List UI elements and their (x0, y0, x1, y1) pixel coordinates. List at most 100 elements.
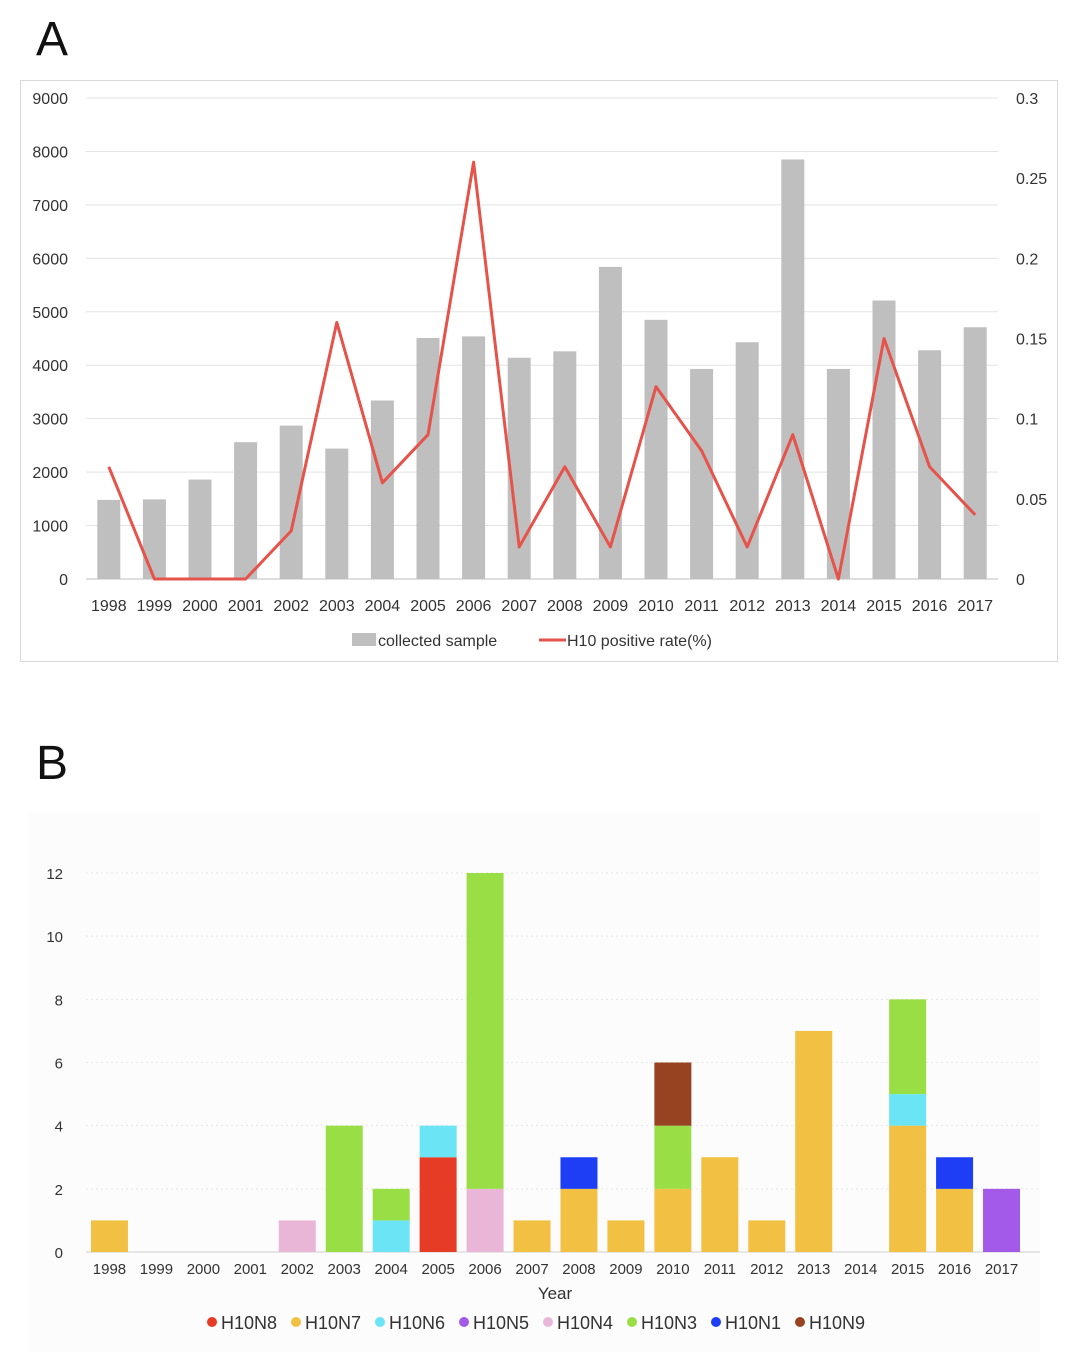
y-tick-label-b: 4 (55, 1119, 63, 1136)
legend-marker-h10n3 (627, 1317, 637, 1327)
x-axis-title-b: Year (538, 1284, 573, 1303)
x-tick-label-a: 2013 (775, 598, 811, 615)
bar-collected-sample (416, 337, 440, 579)
x-tick-label-b: 2001 (234, 1261, 267, 1278)
x-tick-label-b: 2000 (187, 1261, 220, 1278)
bar-collected-sample (781, 159, 805, 579)
bar-segment-h10n8 (419, 1157, 457, 1252)
x-tick-label-b: 2010 (656, 1261, 689, 1278)
bar-segment-h10n3 (372, 1188, 410, 1221)
bar-collected-sample (279, 425, 303, 579)
x-tick-label-a: 2009 (593, 598, 629, 615)
y2-tick-label-a: 0.3 (1016, 91, 1038, 108)
x-tick-label-b: 1998 (93, 1261, 126, 1278)
bar-collected-sample (325, 448, 349, 579)
x-tick-label-b: 2015 (891, 1261, 924, 1278)
x-tick-label-a: 1998 (91, 598, 127, 615)
line-h10-positive-rate (107, 160, 977, 581)
bar-segment-h10n4 (466, 1188, 504, 1252)
legend-marker-h10n6 (375, 1317, 385, 1327)
x-tick-label-a: 2012 (729, 598, 765, 615)
bar-segment-h10n7 (607, 1220, 645, 1252)
x-tick-label-a: 2002 (273, 598, 309, 615)
bar-collected-sample (370, 400, 394, 579)
bar-collected-sample (826, 368, 850, 579)
bar-segment-h10n7 (513, 1220, 551, 1252)
bar-collected-sample (735, 342, 759, 579)
legend-marker-h10n8 (207, 1317, 217, 1327)
x-tick-label-b: 2007 (515, 1261, 548, 1278)
x-tick-label-b: 2009 (609, 1261, 642, 1278)
x-tick-label-a: 1999 (137, 598, 173, 615)
bar-collected-sample (97, 499, 121, 579)
bar-collected-sample (188, 479, 212, 579)
bar-collected-sample (462, 336, 486, 579)
x-tick-label-a: 2000 (182, 598, 218, 615)
x-tick-label-b: 2004 (374, 1261, 407, 1278)
x-tick-label-b: 2012 (750, 1261, 783, 1278)
bar-segment-h10n4 (278, 1220, 316, 1252)
x-tick-label-b: 1999 (140, 1261, 173, 1278)
x-tick-label-b: 2013 (797, 1261, 830, 1278)
bar-segment-h10n6 (889, 1094, 927, 1126)
y2-tick-label-a: 0.25 (1016, 171, 1047, 188)
chart-a-frame (20, 80, 1058, 662)
bar-collected-sample (142, 499, 166, 579)
x-tick-label-a: 2008 (547, 598, 583, 615)
y-tick-label-a: 5000 (32, 305, 68, 322)
x-tick-label-a: 2005 (410, 598, 446, 615)
bar-segment-h10n7 (795, 1030, 833, 1252)
y-tick-label-a: 7000 (32, 198, 68, 215)
x-tick-label-b: 2017 (985, 1261, 1018, 1278)
bar-segment-h10n3 (466, 873, 504, 1189)
legend-label-h10n4: H10N4 (557, 1313, 613, 1333)
bar-segment-h10n7 (701, 1157, 739, 1252)
bar-segment-h10n7 (889, 1125, 927, 1252)
bar-segment-h10n6 (419, 1125, 457, 1158)
x-tick-label-b: 2003 (328, 1261, 361, 1278)
bar-segment-h10n7 (936, 1188, 974, 1252)
x-tick-label-a: 2007 (501, 598, 537, 615)
legend-label-h10n1: H10N1 (725, 1313, 781, 1333)
legend-label-h10n9: H10N9 (809, 1313, 865, 1333)
legend-label-h10n7: H10N7 (305, 1313, 361, 1333)
x-tick-label-a: 2004 (365, 598, 401, 615)
y-tick-label-a: 9000 (32, 91, 68, 108)
x-tick-label-b: 2006 (468, 1261, 501, 1278)
bar-segment-h10n3 (325, 1125, 363, 1252)
bar-segment-h10n3 (654, 1125, 692, 1189)
x-tick-label-a: 2017 (957, 598, 993, 615)
x-tick-label-a: 2003 (319, 598, 355, 615)
bar-segment-h10n7 (654, 1188, 692, 1252)
legend-marker-h10n5 (459, 1317, 469, 1327)
legend-label-h10n6: H10N6 (389, 1313, 445, 1333)
x-tick-label-a: 2016 (912, 598, 948, 615)
bar-collected-sample (963, 327, 987, 579)
y2-tick-label-a: 0.1 (1016, 412, 1038, 429)
legend-label-h10-positive-rate: H10 positive rate(%) (567, 633, 712, 650)
x-tick-label-b: 2014 (844, 1261, 877, 1278)
y-tick-label-a: 3000 (32, 412, 68, 429)
x-tick-label-a: 2001 (228, 598, 264, 615)
y2-tick-label-a: 0 (1016, 572, 1025, 589)
x-tick-label-a: 2011 (684, 598, 719, 615)
x-tick-label-b: 2016 (938, 1261, 971, 1278)
legend-label-collected-sample: collected sample (378, 633, 497, 650)
y-tick-label-a: 1000 (32, 519, 68, 536)
x-tick-label-a: 2015 (866, 598, 902, 615)
panel-a-label: A (36, 13, 69, 66)
bar-segment-h10n6 (372, 1220, 410, 1252)
y-tick-label-b: 6 (55, 1056, 63, 1073)
bar-collected-sample (553, 351, 577, 579)
bar-segment-h10n5 (983, 1188, 1021, 1252)
y-tick-label-b: 10 (46, 929, 63, 946)
y-tick-label-a: 2000 (32, 465, 68, 482)
bar-segment-h10n1 (560, 1157, 598, 1189)
y-tick-label-b: 0 (55, 1245, 63, 1262)
bar-collected-sample (690, 368, 714, 579)
bar-segment-h10n7 (560, 1188, 598, 1252)
y-tick-label-b: 8 (55, 992, 63, 1009)
x-tick-label-b: 2008 (562, 1261, 595, 1278)
bar-collected-sample (507, 357, 531, 579)
